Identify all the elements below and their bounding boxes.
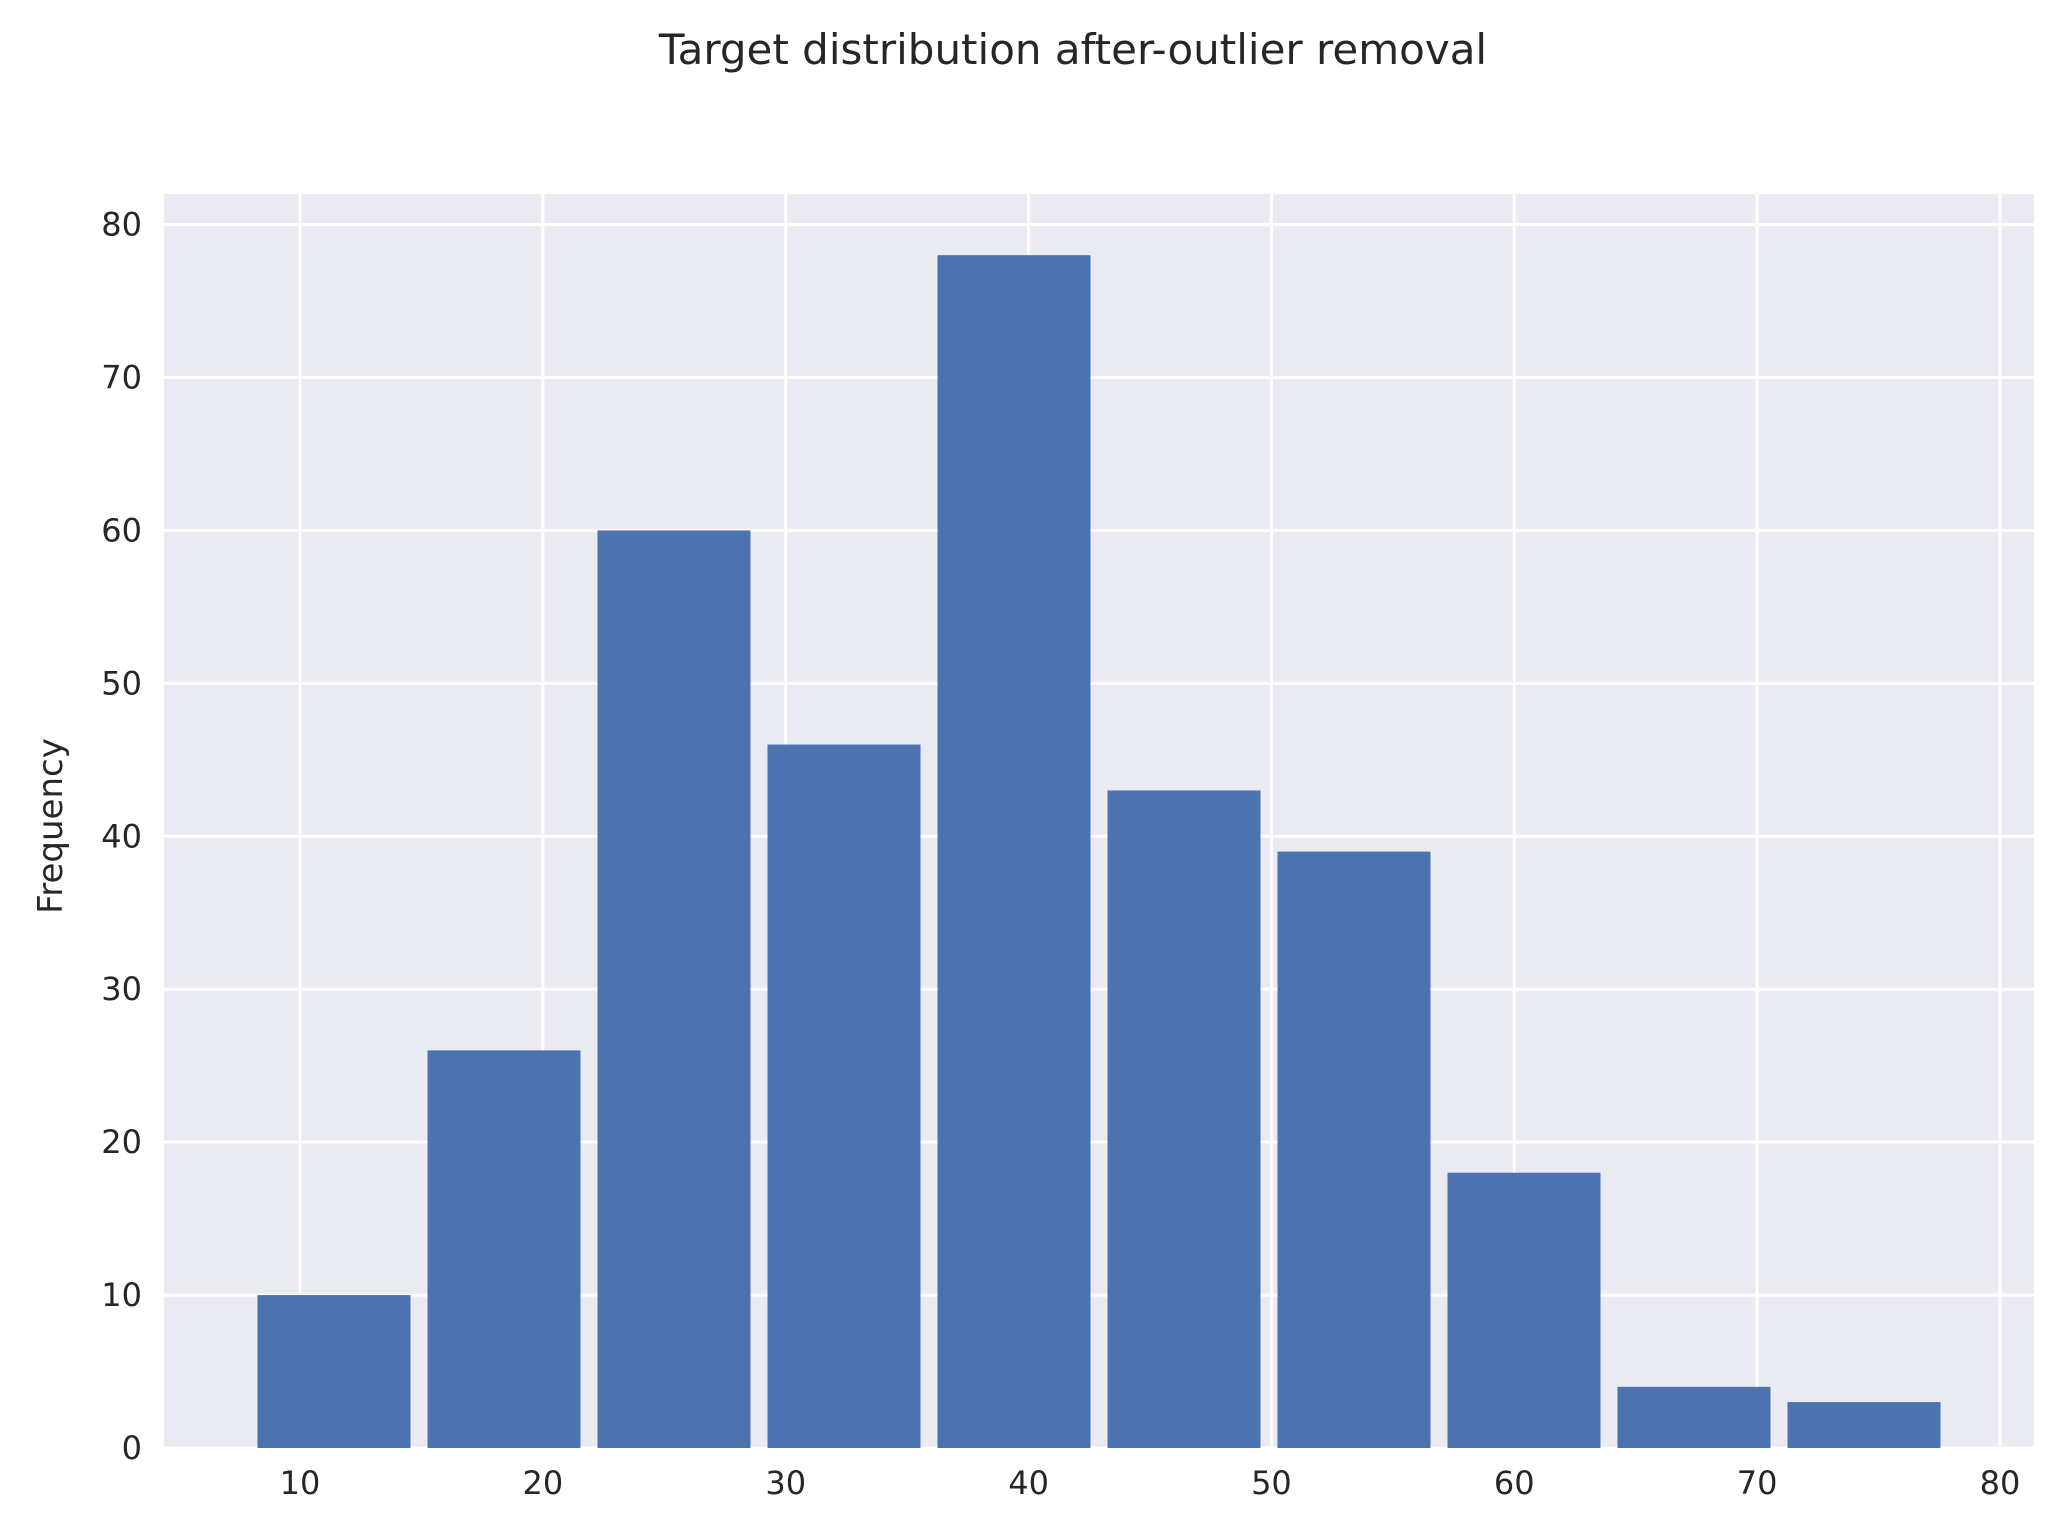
bars	[257, 255, 1941, 1448]
histogram-bar-2	[427, 1050, 581, 1448]
y-tick-label: 50	[101, 664, 142, 702]
histogram-bar-6	[1107, 790, 1261, 1448]
x-tick-label: 30	[765, 1464, 806, 1502]
x-axis-ticks: 10 20 30 40 50 60 70 80	[280, 1464, 2021, 1502]
x-tick-label: 60	[1494, 1464, 1535, 1502]
y-tick-label: 20	[101, 1123, 142, 1161]
histogram-bar-1	[257, 1295, 411, 1448]
y-tick-label: 40	[101, 817, 142, 855]
histogram-bar-3	[597, 530, 751, 1448]
y-tick-label: 60	[101, 511, 142, 549]
x-tick-label: 20	[522, 1464, 563, 1502]
y-tick-label: 0	[122, 1429, 142, 1467]
x-tick-label: 80	[1980, 1464, 2021, 1502]
y-axis-label: Frequency	[31, 738, 71, 914]
histogram-bar-10	[1787, 1402, 1941, 1448]
x-tick-label: 50	[1251, 1464, 1292, 1502]
histogram-bar-7	[1277, 851, 1431, 1448]
x-tick-label: 40	[1008, 1464, 1049, 1502]
y-tick-label: 10	[101, 1276, 142, 1314]
x-tick-label: 70	[1737, 1464, 1778, 1502]
y-axis-ticks: 0 10 20 30 40 50 60 70 80	[101, 206, 142, 1467]
x-tick-label: 10	[280, 1464, 321, 1502]
y-tick-label: 70	[101, 359, 142, 397]
histogram-bar-9	[1617, 1386, 1771, 1448]
histogram-bar-4	[767, 744, 921, 1448]
y-tick-label: 30	[101, 970, 142, 1008]
histogram-bar-5	[937, 255, 1091, 1448]
chart-title: Target distribution after-outlier remova…	[658, 25, 1487, 74]
y-tick-label: 80	[101, 206, 142, 244]
histogram-bar-8	[1447, 1172, 1601, 1448]
